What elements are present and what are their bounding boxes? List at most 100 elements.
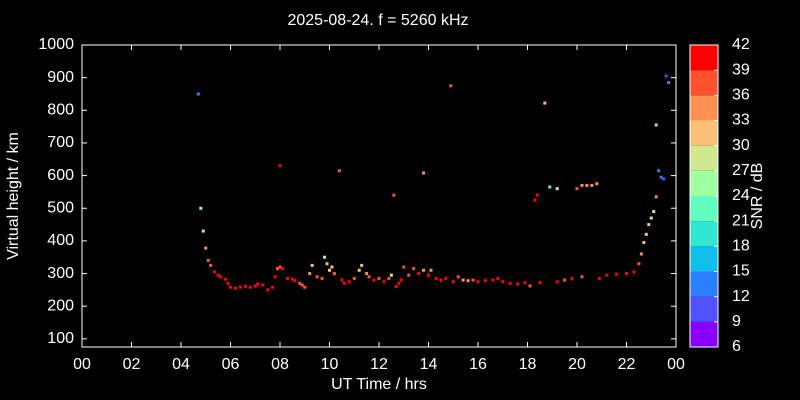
point — [516, 282, 520, 286]
point — [444, 276, 448, 280]
point — [605, 273, 609, 277]
point — [649, 216, 653, 220]
x-tick-label: 20 — [568, 356, 586, 373]
chart-title: 2025-08-24. f = 5260 kHz — [287, 12, 468, 29]
colorbar-tick-label: 21 — [732, 212, 750, 229]
point — [310, 263, 314, 267]
colorbar-tick-label: 42 — [732, 36, 750, 53]
point — [280, 267, 284, 271]
point — [365, 272, 369, 276]
point — [394, 285, 398, 289]
point — [352, 276, 356, 280]
x-axis-label: UT Time / hrs — [331, 376, 427, 393]
point — [533, 198, 537, 202]
y-tick-label: 100 — [47, 330, 74, 347]
colorbar-band — [690, 45, 718, 71]
x-tick-label: 14 — [420, 356, 438, 373]
point — [429, 268, 433, 272]
colorbar-tick-label: 18 — [732, 238, 750, 255]
point — [570, 276, 574, 280]
colorbar-band — [690, 246, 718, 272]
point — [632, 270, 636, 274]
point — [543, 101, 547, 105]
point — [320, 276, 324, 280]
point — [238, 285, 242, 289]
point — [224, 277, 228, 281]
colorbar-tick-label: 9 — [732, 313, 741, 330]
colorbar-band — [690, 196, 718, 222]
point — [548, 185, 552, 189]
point — [261, 283, 265, 287]
colorbar-tick-label: 24 — [732, 187, 750, 204]
point — [325, 262, 329, 266]
point — [357, 268, 361, 272]
colorbar-band — [690, 221, 718, 247]
point — [266, 288, 270, 292]
y-tick-label: 600 — [47, 167, 74, 184]
point — [597, 276, 601, 280]
point — [508, 281, 512, 285]
point — [212, 270, 216, 274]
point — [323, 255, 327, 259]
point — [535, 193, 539, 197]
point — [412, 267, 416, 271]
point — [328, 268, 331, 272]
point — [647, 223, 651, 227]
x-tick-label: 06 — [222, 356, 240, 373]
point — [496, 276, 500, 280]
colorbar-tick-label: 30 — [732, 137, 750, 154]
colorbar-band — [690, 145, 718, 171]
point — [367, 275, 371, 279]
y-tick-label: 500 — [47, 199, 74, 216]
point — [226, 281, 230, 285]
point — [330, 265, 334, 269]
y-tick-label: 700 — [47, 134, 74, 151]
point — [273, 275, 277, 279]
colorbar-band — [690, 120, 718, 146]
point — [654, 195, 658, 199]
point — [471, 278, 475, 282]
point — [662, 177, 666, 181]
point — [402, 265, 406, 269]
point — [483, 279, 487, 283]
colorbar-label: SNR / dB — [749, 163, 766, 230]
point — [271, 285, 275, 289]
point — [300, 283, 304, 287]
point — [397, 281, 401, 285]
point — [466, 279, 470, 283]
point — [196, 92, 200, 96]
point — [337, 169, 341, 173]
point — [276, 267, 280, 271]
colorbar-tick-label: 6 — [732, 338, 741, 355]
y-tick-label: 1000 — [38, 36, 74, 53]
point — [347, 280, 351, 284]
point — [387, 276, 391, 280]
colorbar-tick-label: 39 — [732, 61, 750, 78]
colorbar-tick-label: 12 — [732, 288, 750, 305]
point — [538, 281, 542, 285]
point — [590, 183, 594, 187]
point — [434, 276, 438, 280]
point — [657, 169, 661, 173]
point — [637, 262, 641, 266]
point — [229, 285, 232, 289]
colorbar-band — [690, 95, 718, 121]
colorbar-tick-label: 15 — [732, 263, 750, 280]
point — [253, 284, 257, 288]
point — [575, 187, 579, 191]
point — [298, 281, 302, 285]
point — [491, 278, 495, 282]
point — [199, 206, 203, 210]
point — [407, 273, 411, 277]
colorbar-tick-label: 36 — [732, 87, 750, 104]
point — [206, 258, 210, 262]
point — [501, 280, 505, 284]
point — [392, 193, 396, 197]
colorbar-band — [690, 271, 718, 297]
point — [204, 246, 208, 250]
point — [278, 265, 282, 269]
point — [625, 272, 628, 276]
point — [523, 281, 527, 285]
point — [399, 278, 403, 282]
